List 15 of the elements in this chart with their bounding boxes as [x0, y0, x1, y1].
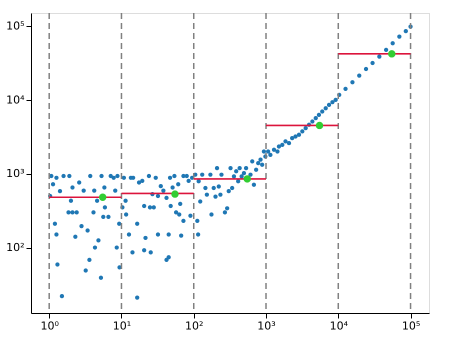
- point: [388, 50, 396, 58]
- y-tick-label: 10⁴: [6, 93, 26, 106]
- x-tick-label: 10²: [185, 320, 204, 332]
- x-tick-label: 10⁵: [402, 320, 420, 332]
- point: [98, 194, 106, 201]
- y-tick-label: 10³: [6, 167, 24, 180]
- point: [244, 175, 251, 183]
- point: [171, 190, 179, 198]
- x-tick-label: 10⁴: [330, 320, 349, 332]
- point: [316, 122, 324, 130]
- x-tick-label: 10⁰: [40, 320, 60, 332]
- y-tick-label: 10²: [6, 241, 24, 254]
- x-tick-label: 10¹: [112, 320, 132, 332]
- y-tick-label: 10⁵: [6, 20, 24, 33]
- x-tick-label: 10³: [257, 320, 276, 332]
